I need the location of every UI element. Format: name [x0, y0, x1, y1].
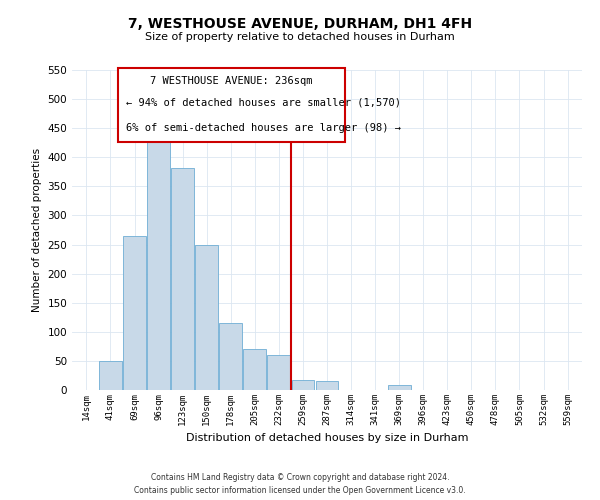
Bar: [195, 244, 218, 390]
FancyBboxPatch shape: [118, 68, 345, 142]
Text: ← 94% of detached houses are smaller (1,570): ← 94% of detached houses are smaller (1,…: [125, 97, 401, 107]
X-axis label: Distribution of detached houses by size in Durham: Distribution of detached houses by size …: [186, 434, 468, 444]
Bar: [388, 386, 410, 390]
Bar: [220, 323, 242, 390]
Bar: [316, 382, 338, 390]
Text: 7 WESTHOUSE AVENUE: 236sqm: 7 WESTHOUSE AVENUE: 236sqm: [150, 76, 313, 86]
Text: 7, WESTHOUSE AVENUE, DURHAM, DH1 4FH: 7, WESTHOUSE AVENUE, DURHAM, DH1 4FH: [128, 18, 472, 32]
Bar: [268, 355, 290, 390]
Text: Contains HM Land Registry data © Crown copyright and database right 2024.
Contai: Contains HM Land Registry data © Crown c…: [134, 474, 466, 495]
Y-axis label: Number of detached properties: Number of detached properties: [32, 148, 42, 312]
Bar: [171, 168, 194, 390]
Bar: [244, 350, 266, 390]
Bar: [99, 361, 122, 390]
Text: 6% of semi-detached houses are larger (98) →: 6% of semi-detached houses are larger (9…: [125, 123, 401, 133]
Bar: [147, 140, 170, 390]
Text: Size of property relative to detached houses in Durham: Size of property relative to detached ho…: [145, 32, 455, 42]
Bar: [123, 236, 146, 390]
Bar: [292, 380, 314, 390]
